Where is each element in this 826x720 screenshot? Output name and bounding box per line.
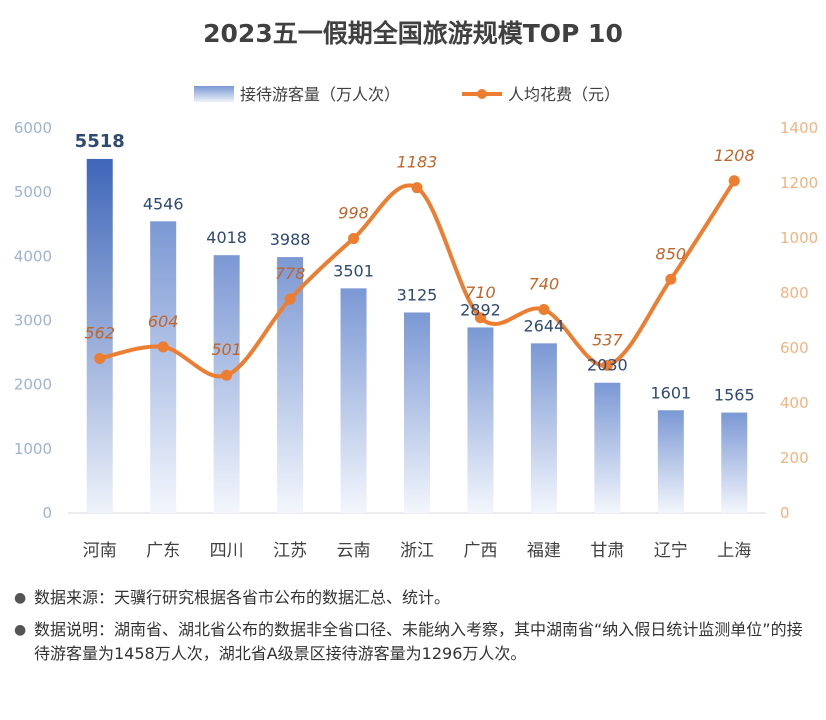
bar — [530, 343, 557, 513]
bar — [86, 158, 113, 513]
bar-value-label: 5518 — [75, 131, 125, 152]
note-explanation: ● 数据说明：湖南省、湖北省公布的数据非全省口径、未能纳入考察，其中湖南省“纳入… — [14, 618, 814, 666]
category-label: 浙江 — [400, 541, 434, 561]
line-point — [348, 233, 360, 245]
category-label: 广东 — [146, 541, 180, 561]
bar-value-label: 2030 — [587, 356, 628, 375]
left-tick-label: 2000 — [14, 376, 52, 394]
line-value-label: 604 — [148, 312, 179, 331]
bar-value-label: 3988 — [270, 230, 311, 249]
bar — [594, 382, 621, 513]
bar — [467, 327, 494, 513]
bar — [657, 410, 684, 513]
chart: 2023五一假期全国旅游规模TOP 10 接待游客量（万人次） 人均花费（元） … — [14, 19, 818, 561]
bullet-icon: ● — [14, 590, 27, 606]
line-value-label: 537 — [592, 330, 623, 349]
line-point — [474, 312, 486, 324]
category-label: 甘肃 — [590, 541, 624, 561]
bar-value-label: 4546 — [143, 194, 184, 213]
legend: 接待游客量（万人次） 人均花费（元） — [194, 85, 620, 104]
right-axis: 0 200 400 600 800 1000 1200 1400 — [780, 119, 818, 522]
legend-line-label: 人均花费（元） — [508, 85, 620, 104]
category-label: 广西 — [463, 541, 497, 561]
notes: ● 数据来源：天骥行研究根据各省市公布的数据汇总、统计。 ● 数据说明：湖南省、… — [14, 586, 814, 674]
line-value-labels: 562 604 501 778 998 1183 710 740 537 850 1208 — [84, 146, 754, 359]
left-axis: 0 1000 2000 3000 4000 5000 6000 — [14, 119, 52, 522]
bar — [213, 255, 240, 513]
left-tick-label: 3000 — [14, 312, 52, 330]
chart-title: 2023五一假期全国旅游规模TOP 10 — [203, 19, 623, 48]
category-label: 河南 — [83, 541, 117, 561]
line-point — [157, 341, 169, 353]
line-value-label: 562 — [84, 323, 115, 342]
bar-value-label: 2644 — [524, 316, 565, 335]
bar-value-label: 1601 — [650, 383, 691, 402]
line-value-label: 1183 — [397, 153, 438, 172]
bar-value-label: 3125 — [397, 285, 438, 304]
note-source: ● 数据来源：天骥行研究根据各省市公布的数据汇总、统计。 — [14, 586, 814, 610]
bar-value-label: 1565 — [714, 386, 755, 405]
bar-value-labels: 5518 4546 4018 3988 3501 3125 2892 2644 2030 1601… — [75, 131, 755, 405]
line-point — [538, 304, 550, 315]
left-tick-label: 6000 — [14, 119, 52, 137]
right-tick-label: 800 — [780, 284, 809, 302]
line-point — [221, 369, 233, 381]
category-label: 云南 — [337, 541, 371, 561]
note-source-text: 数据来源：天骥行研究根据各省市公布的数据汇总、统计。 — [34, 588, 451, 607]
left-tick-label: 5000 — [14, 183, 52, 201]
bar-value-label: 2892 — [460, 300, 501, 319]
category-label: 四川 — [210, 541, 244, 561]
line-value-label: 501 — [211, 340, 242, 359]
category-label: 上海 — [717, 541, 751, 561]
line-value-label: 1208 — [714, 146, 755, 165]
bar — [404, 312, 430, 513]
bullet-icon: ● — [14, 622, 27, 638]
bar-value-label: 3501 — [333, 261, 374, 280]
line-value-label: 740 — [529, 275, 560, 294]
right-tick-label: 0 — [780, 504, 790, 522]
left-tick-label: 1000 — [14, 440, 52, 458]
right-tick-label: 1400 — [780, 119, 818, 137]
category-label: 辽宁 — [654, 541, 688, 561]
left-tick-label: 4000 — [14, 247, 52, 265]
line-point — [411, 182, 423, 194]
bar — [340, 288, 367, 513]
line-point — [665, 273, 677, 285]
line-point — [94, 352, 106, 364]
bar-series — [86, 158, 748, 513]
right-tick-label: 200 — [780, 449, 809, 467]
line-value-label: 998 — [338, 204, 369, 223]
bar — [721, 412, 748, 513]
category-label: 福建 — [527, 541, 561, 561]
right-tick-label: 400 — [780, 394, 809, 412]
line-value-label: 850 — [656, 244, 687, 263]
line-point — [728, 175, 740, 187]
line-point — [601, 359, 613, 371]
left-tick-label: 0 — [42, 504, 52, 522]
category-labels: 河南 广东 四川 江苏 云南 浙江 广西 福建 甘肃 辽宁 上海 — [83, 541, 752, 561]
line-series — [94, 175, 740, 381]
line-value-label: 778 — [275, 264, 306, 283]
category-label: 江苏 — [273, 541, 307, 561]
bar — [150, 221, 177, 513]
line-point — [284, 293, 296, 305]
legend-bar-swatch — [194, 86, 234, 102]
bar-value-label: 4018 — [206, 228, 247, 247]
legend-line-marker — [477, 89, 487, 99]
right-tick-label: 1000 — [780, 229, 818, 247]
right-tick-label: 600 — [780, 339, 809, 357]
right-tick-label: 1200 — [780, 174, 818, 192]
legend-bar-label: 接待游客量（万人次） — [240, 85, 400, 104]
note-explanation-text: 数据说明：湖南省、湖北省公布的数据非全省口径、未能纳入考察，其中湖南省“纳入假日… — [34, 620, 803, 663]
line-value-label: 710 — [465, 283, 496, 302]
